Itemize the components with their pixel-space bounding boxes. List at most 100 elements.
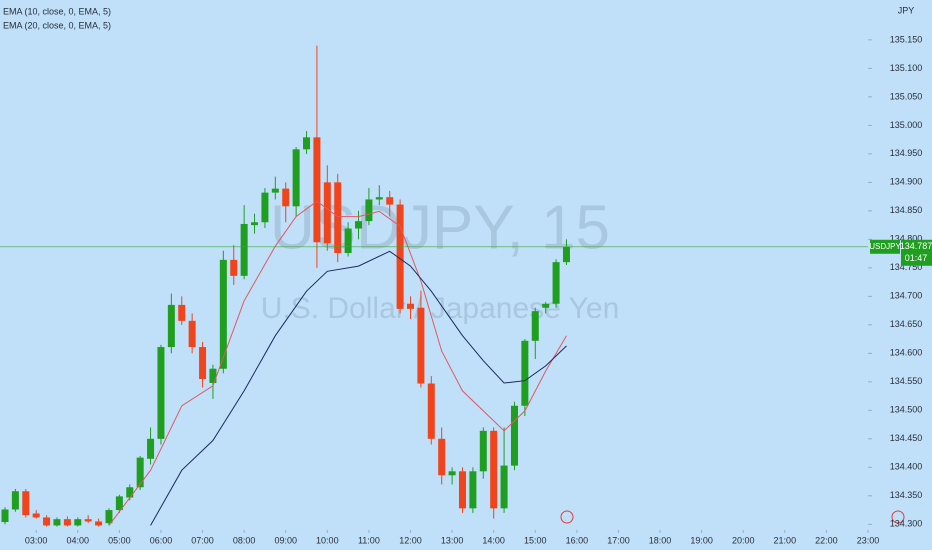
- x-tick-label: 03:00: [25, 535, 48, 545]
- candle-body: [407, 303, 415, 309]
- x-tick-label: 23:00: [857, 535, 880, 545]
- candle-body: [271, 188, 279, 193]
- x-tick-label: 11:00: [358, 535, 380, 545]
- candle-body: [458, 471, 466, 509]
- y-tick-label: 135.000: [890, 120, 923, 130]
- candle-body: [53, 519, 61, 526]
- candle-body: [240, 223, 248, 276]
- candle-body: [230, 259, 238, 276]
- event-icon[interactable]: [891, 510, 905, 524]
- x-tick-label: 22:00: [815, 535, 838, 545]
- candle-body: [157, 347, 165, 439]
- candle-body: [417, 307, 425, 384]
- y-tick-label: 134.350: [890, 490, 923, 500]
- legend-entry: EMA (10, close, 0, EMA, 5): [3, 6, 111, 16]
- candle-body: [313, 137, 321, 243]
- candle-body: [261, 192, 269, 223]
- candle-body: [251, 222, 259, 226]
- y-tick-label: 134.900: [890, 177, 923, 187]
- ema-line: [108, 200, 567, 526]
- candle-body: [355, 221, 363, 229]
- candle-body: [500, 465, 508, 509]
- candle-body: [375, 197, 383, 200]
- x-tick-label: 19:00: [690, 535, 713, 545]
- y-tick-label: 134.850: [890, 205, 923, 215]
- candle-body: [22, 491, 30, 516]
- y-tick-label: 134.650: [890, 319, 923, 329]
- candle-body: [386, 197, 394, 205]
- legend-entry: EMA (20, close, 0, EMA, 5): [3, 20, 111, 30]
- x-tick-label: 13:00: [441, 535, 464, 545]
- candle-body: [115, 496, 123, 511]
- currency-label: JPY: [898, 5, 915, 15]
- candle-body: [303, 137, 311, 150]
- x-tick-label: 06:00: [150, 535, 173, 545]
- candle-body: [126, 487, 134, 498]
- y-tick-label: 134.550: [890, 376, 923, 386]
- x-tick-label: 21:00: [774, 535, 797, 545]
- candle-body: [531, 311, 539, 341]
- candle-body: [448, 471, 456, 476]
- candle-body: [427, 383, 435, 439]
- x-tick-label: 15:00: [524, 535, 547, 545]
- candle-body: [11, 491, 19, 510]
- y-tick-label: 134.750: [890, 262, 923, 272]
- x-tick-label: 18:00: [649, 535, 672, 545]
- symbol-tag: [870, 239, 900, 254]
- x-tick-label: 04:00: [67, 535, 90, 545]
- y-tick-label: 135.050: [890, 91, 923, 101]
- candle-body: [334, 182, 342, 254]
- x-tick-label: 08:00: [233, 535, 256, 545]
- ema-line: [150, 250, 567, 526]
- candle-body: [562, 246, 570, 263]
- legend: EMA (10, close, 0, EMA, 5) EMA (20, close…: [3, 6, 111, 30]
- candle-body: [199, 347, 207, 379]
- x-tick-label: 12:00: [399, 535, 422, 545]
- x-tick-label: 14:00: [482, 535, 505, 545]
- y-tick-label: 135.150: [890, 34, 923, 44]
- watermark-subtitle: U.S. Dollar / Japanese Yen: [261, 292, 620, 325]
- event-icon[interactable]: [560, 510, 574, 524]
- candle-body: [219, 259, 227, 369]
- candle-body: [167, 304, 175, 348]
- candle-body: [510, 405, 518, 466]
- candle-body: [479, 430, 487, 472]
- x-tick-label: 20:00: [732, 535, 755, 545]
- candle-body: [105, 510, 113, 524]
- x-tick-label: 07:00: [191, 535, 214, 545]
- candle-body: [292, 149, 300, 207]
- candle-body: [32, 513, 40, 518]
- candle-body: [136, 457, 144, 488]
- x-tick-label: 16:00: [566, 535, 589, 545]
- candle-body: [63, 519, 71, 526]
- y-tick-label: 134.950: [890, 148, 923, 158]
- candle-body: [95, 521, 103, 526]
- candle-body: [490, 430, 498, 509]
- candle-body: [178, 304, 186, 321]
- y-tick-label: 134.700: [890, 291, 923, 301]
- candle-body: [147, 438, 155, 459]
- y-tick-label: 134.800: [890, 234, 923, 244]
- candle-body: [188, 320, 196, 348]
- candle-body: [323, 182, 331, 244]
- y-tick-label: 134.300: [890, 519, 923, 529]
- candle-body: [84, 519, 92, 522]
- candle-body: [365, 199, 373, 222]
- y-tick-label: 134.400: [890, 462, 923, 472]
- symbol-label: USDJPY: [869, 242, 901, 251]
- candle-body: [438, 438, 446, 476]
- y-tick-label: 134.450: [890, 433, 923, 443]
- candle-body: [542, 303, 550, 308]
- x-tick-label: 17:00: [607, 535, 630, 545]
- candle-body: [1, 509, 9, 523]
- candle-body: [74, 519, 82, 526]
- candle-body: [344, 228, 352, 254]
- candle-body: [469, 471, 477, 509]
- last-price-label: 134.787: [900, 241, 932, 251]
- candle-body: [43, 517, 51, 526]
- x-tick-label: 05:00: [108, 535, 131, 545]
- candle-body: [521, 340, 529, 406]
- candle-body: [282, 188, 290, 207]
- y-tick-label: 134.500: [890, 405, 923, 415]
